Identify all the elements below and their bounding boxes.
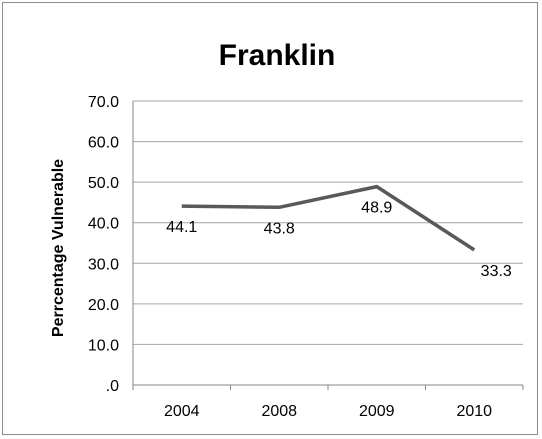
- y-tick-label: 50.0: [88, 175, 119, 192]
- axes: [132, 101, 524, 390]
- line-chart: Franklin Perrcentage Vulnerable .0 10.0 20…: [50, 39, 524, 420]
- y-tick-label: .0: [106, 378, 119, 395]
- y-tick-label: 10.0: [88, 337, 119, 354]
- data-label: 33.3: [481, 263, 512, 280]
- y-tick-label: 40.0: [88, 216, 119, 233]
- data-labels: 44.1 43.8 48.9 33.3: [166, 200, 512, 280]
- data-label: 44.1: [166, 219, 197, 236]
- x-tick-label: 2009: [359, 403, 395, 420]
- y-axis-label: Perrcentage Vulnerable: [50, 159, 67, 337]
- gridlines: [133, 100, 523, 345]
- series-line: [181, 184, 476, 252]
- y-tick-labels: .0 10.0 20.0 30.0 40.0 50.0 60.0 70.0: [88, 94, 119, 395]
- y-tick-label: 20.0: [88, 297, 119, 314]
- data-label: 48.9: [361, 200, 392, 217]
- y-tick-label: 30.0: [88, 256, 119, 273]
- y-tick-label: 60.0: [88, 135, 119, 152]
- y-tick-label: 70.0: [88, 94, 119, 111]
- x-tick-label: 2004: [164, 403, 200, 420]
- x-tick-label: 2008: [261, 403, 297, 420]
- x-tick-labels: 2004 2008 2009 2010: [164, 403, 492, 420]
- data-label: 43.8: [264, 220, 295, 237]
- chart-frame: Franklin Perrcentage Vulnerable .0 10.0 20…: [2, 2, 538, 435]
- series-lines: [181, 184, 476, 252]
- chart-title: Franklin: [219, 39, 336, 72]
- x-tick-label: 2010: [456, 403, 492, 420]
